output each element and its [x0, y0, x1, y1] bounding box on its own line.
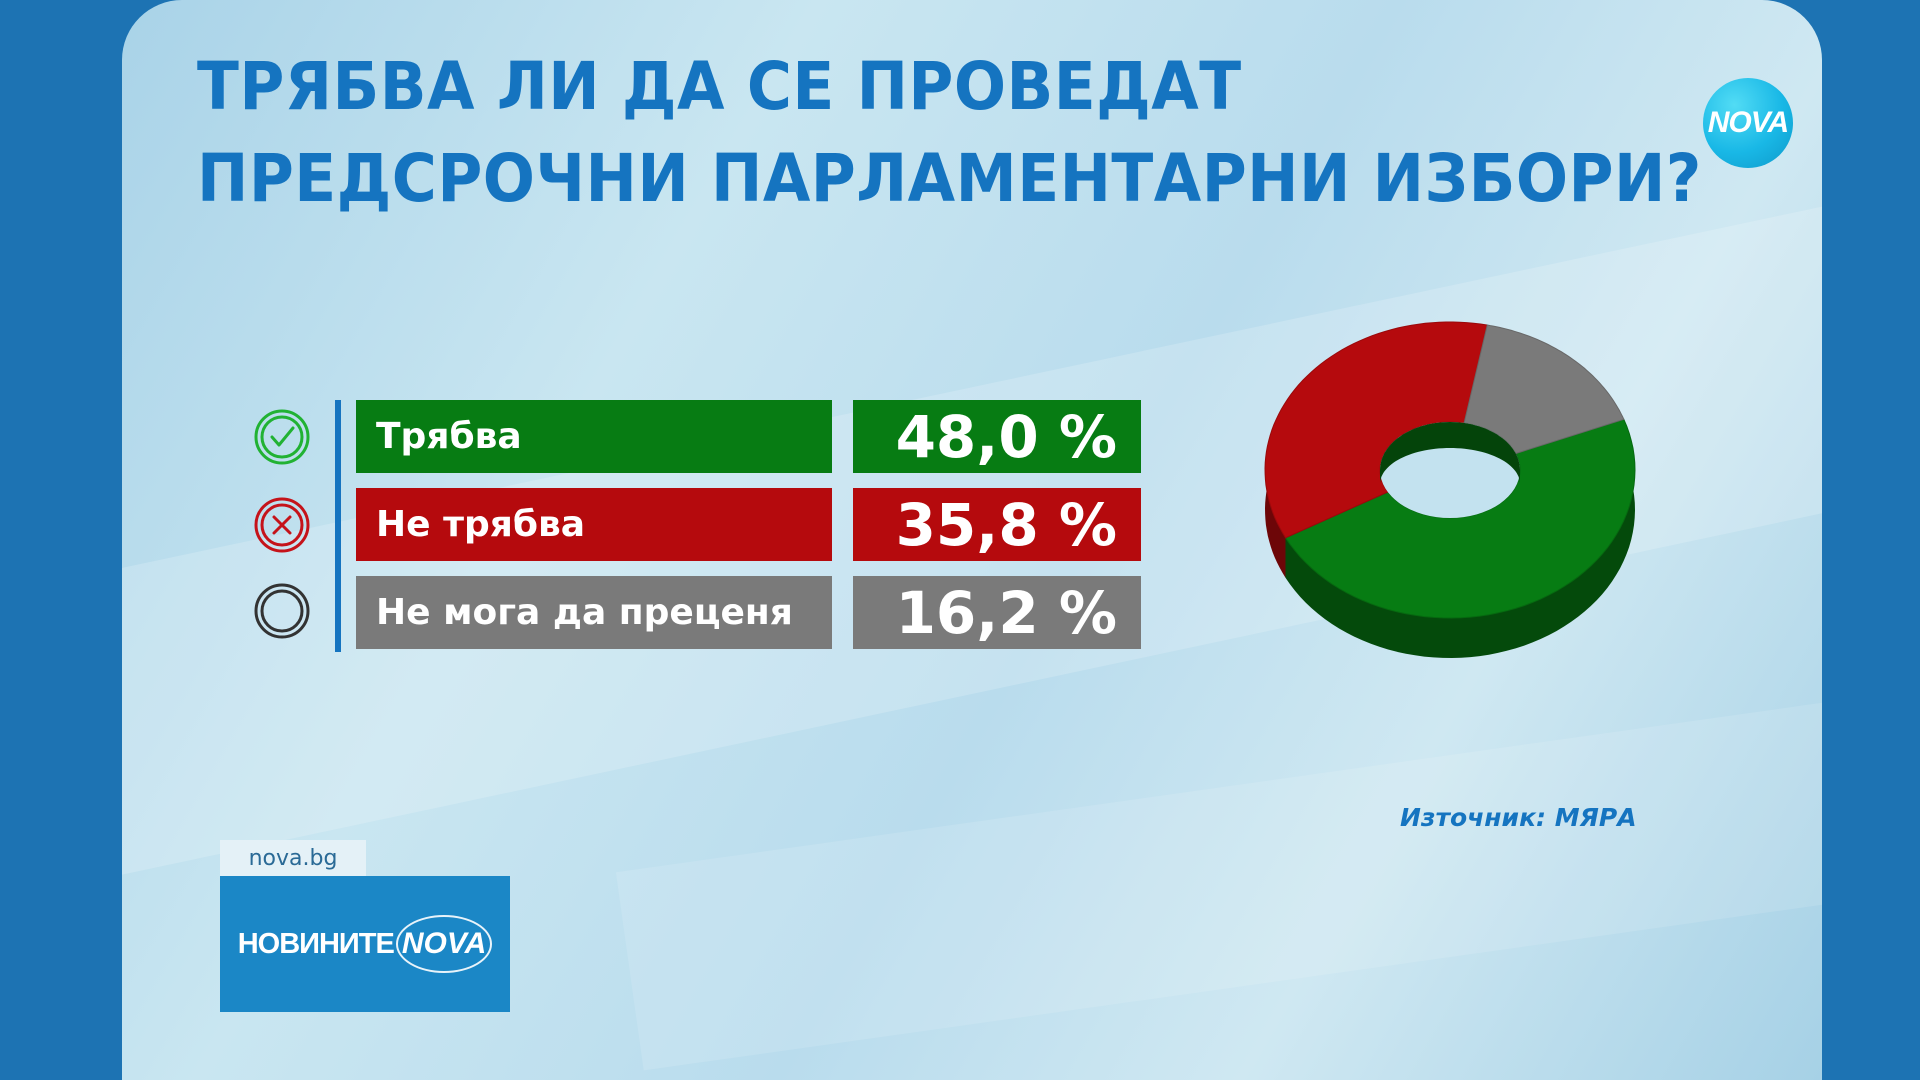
empty-circle-icon [254, 583, 310, 639]
legend-divider [335, 400, 341, 652]
category-label-trabva: Трябва [356, 400, 832, 473]
value-label-trabva: 48,0 % [853, 400, 1141, 473]
check-circle-icon [254, 409, 310, 465]
brand-nova-logo: NOVA [395, 915, 493, 973]
x-circle-icon [254, 497, 310, 553]
title-line-2: ПРЕДСРОЧНИ ПАРЛАМЕНТАРНИ ИЗБОРИ? [197, 140, 1702, 217]
site-url-tab: nova.bg [220, 840, 366, 876]
source-label: Източник: МЯРА [1400, 803, 1637, 832]
donut-wall-0 [1285, 419, 1635, 658]
title-line-1: ТРЯБВА ЛИ ДА СЕ ПРОВЕДАТ [197, 48, 1242, 125]
brand-text: НОВИНИТЕ [237, 927, 395, 960]
value-label-ne-moga: 16,2 % [853, 576, 1141, 649]
category-label-ne-trabva: Не трябва [356, 488, 832, 561]
category-label-ne-moga: Не мога да преценя [356, 576, 832, 649]
value-label-ne-trabva: 35,8 % [853, 488, 1141, 561]
nova-logo: NOVA [1703, 78, 1793, 168]
nova-logo-text: NOVA [1707, 106, 1789, 139]
channel-brand-box: НОВИНИТЕ NOVA [220, 876, 510, 1012]
donut-chart [1264, 321, 1636, 658]
donut-inner-wall [1380, 422, 1520, 484]
